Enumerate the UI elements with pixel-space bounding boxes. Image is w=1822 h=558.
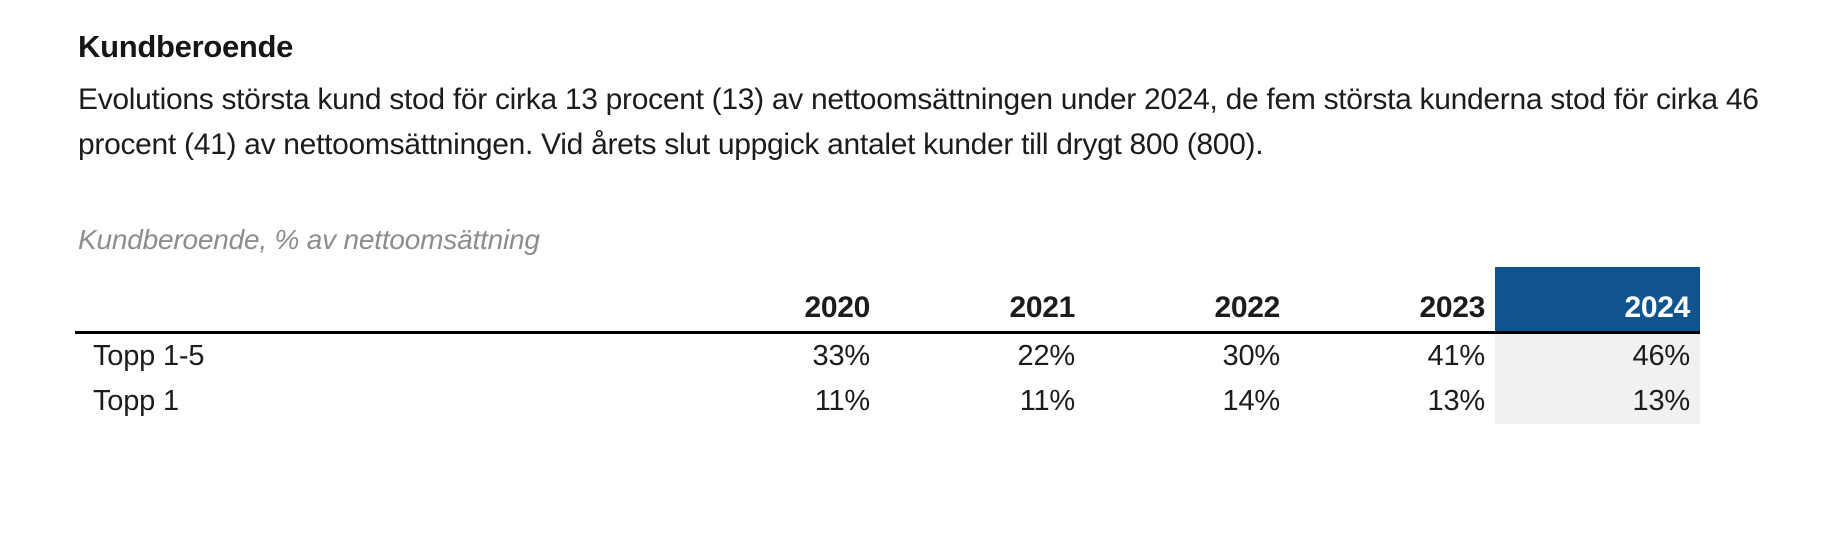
section-content: Kundberoende Evolutions största kund sto…	[75, 28, 1778, 424]
table-cell: 13%	[1427, 385, 1486, 417]
table-header-2024-highlighted: 2024	[1495, 267, 1700, 334]
table-cell: 30%	[1222, 340, 1281, 372]
section-paragraph: Evolutions största kund stod för cirka 1…	[78, 83, 1759, 161]
table-cell: 11%	[814, 385, 870, 417]
table-cell: 22%	[1017, 340, 1076, 372]
customer-dependency-table: 2020 2021 2022 2023 2024 Topp 1-5 33% 22…	[75, 267, 1700, 424]
table-header-row: 2020 2021 2022 2023 2024	[75, 267, 1700, 334]
table-header-2023: 2023	[1290, 267, 1495, 334]
table-header-2021: 2021	[880, 267, 1085, 334]
table-cell: 33%	[812, 340, 871, 372]
table-header-2022: 2022	[1085, 267, 1290, 334]
row-label: Topp 1-5	[93, 340, 205, 372]
table-cell: 41%	[1427, 340, 1486, 372]
table-cell: 14%	[1222, 385, 1281, 417]
table-row: Topp 1-5 33% 22% 30% 41% 46%	[75, 332, 1700, 379]
section-heading: Kundberoende	[78, 29, 294, 64]
table-header-2020: 2020	[675, 267, 880, 334]
row-label: Topp 1	[93, 385, 179, 417]
table-caption: Kundberoende, % av nettoomsättning	[78, 224, 540, 255]
table-header-empty	[75, 267, 675, 334]
table-row: Topp 1 11% 11% 14% 13% 13%	[75, 379, 1700, 424]
table-cell: 11%	[1019, 385, 1075, 417]
table-cell-highlighted: 13%	[1495, 379, 1700, 424]
table-cell-highlighted: 46%	[1495, 332, 1700, 379]
